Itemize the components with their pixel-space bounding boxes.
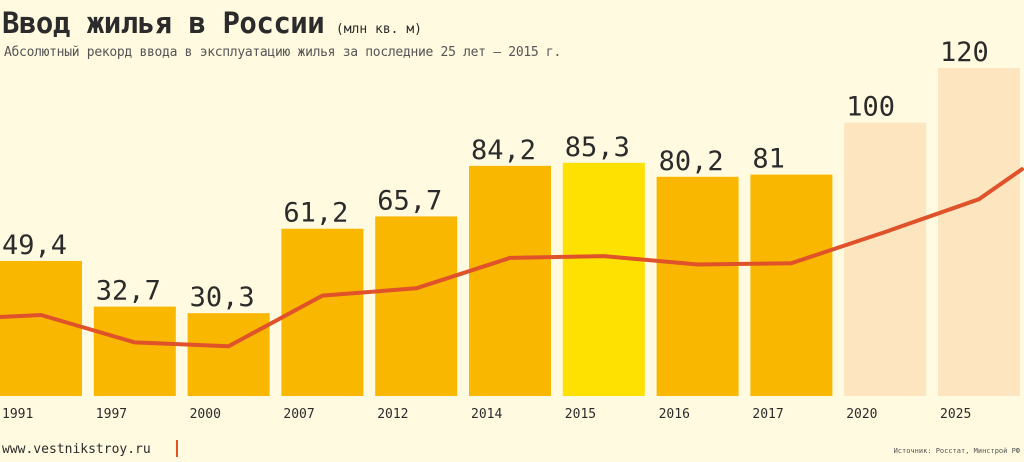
value-label-2014: 84,2 bbox=[471, 135, 536, 166]
source-note: Источник: Росстат, Минстрой РФ bbox=[893, 447, 1020, 455]
value-label-2012: 65,7 bbox=[377, 185, 442, 216]
bar-2017 bbox=[750, 174, 833, 396]
bar-2016 bbox=[656, 176, 739, 396]
bar-2020 bbox=[844, 122, 927, 397]
x-tick-2020: 2020 bbox=[846, 407, 877, 422]
chart-title-block: Ввод жилья в России (млн кв. м) bbox=[2, 6, 422, 40]
x-tick-2025: 2025 bbox=[940, 407, 971, 422]
value-label-2020: 100 bbox=[846, 92, 895, 123]
x-tick-2012: 2012 bbox=[377, 407, 408, 422]
bar-2012 bbox=[375, 216, 458, 396]
trend-line bbox=[0, 167, 1024, 349]
bars-layer bbox=[0, 68, 1020, 397]
x-tick-2000: 2000 bbox=[190, 407, 221, 422]
value-label-2025: 120 bbox=[940, 37, 989, 68]
x-tick-2014: 2014 bbox=[471, 407, 502, 422]
bar-2000 bbox=[187, 313, 270, 396]
x-tick-2007: 2007 bbox=[283, 407, 314, 422]
chart-title: Ввод жилья в России bbox=[2, 6, 325, 40]
x-axis-ticks-layer: 1991 1997 2000 2007 2012 2014 2015 2016 2017 2020… bbox=[2, 407, 971, 422]
x-tick-2017: 2017 bbox=[752, 407, 783, 422]
chart-subtitle: Абсолютный рекорд ввода в эксплуатацию ж… bbox=[4, 45, 561, 60]
x-tick-2015: 2015 bbox=[565, 407, 596, 422]
value-label-2015: 85,3 bbox=[565, 132, 630, 163]
bar-1991 bbox=[0, 260, 82, 396]
bar-2015 bbox=[562, 162, 645, 396]
value-label-1997: 32,7 bbox=[96, 276, 161, 307]
bar-2025 bbox=[938, 68, 1020, 396]
value-label-2007: 61,2 bbox=[283, 198, 348, 229]
footer-accent-bar bbox=[176, 440, 178, 457]
value-label-2017: 81 bbox=[752, 144, 785, 175]
bar-1997 bbox=[93, 306, 176, 396]
site-url: www.vestnikstroy.ru bbox=[2, 442, 151, 457]
x-tick-1997: 1997 bbox=[96, 407, 127, 422]
value-label-1991: 49,4 bbox=[2, 230, 67, 261]
value-label-2016: 80,2 bbox=[659, 146, 724, 177]
x-tick-1991: 1991 bbox=[2, 407, 33, 422]
value-label-2000: 30,3 bbox=[190, 282, 255, 313]
value-labels-layer: 49,4 32,7 30,3 61,2 65,7 84,2 85,3 80,2 81 100 120 bbox=[2, 37, 989, 313]
bar-2014 bbox=[469, 165, 551, 396]
chart-unit: (млн кв. м) bbox=[335, 22, 422, 37]
trend-line-layer bbox=[0, 167, 1024, 349]
x-tick-2016: 2016 bbox=[659, 407, 690, 422]
